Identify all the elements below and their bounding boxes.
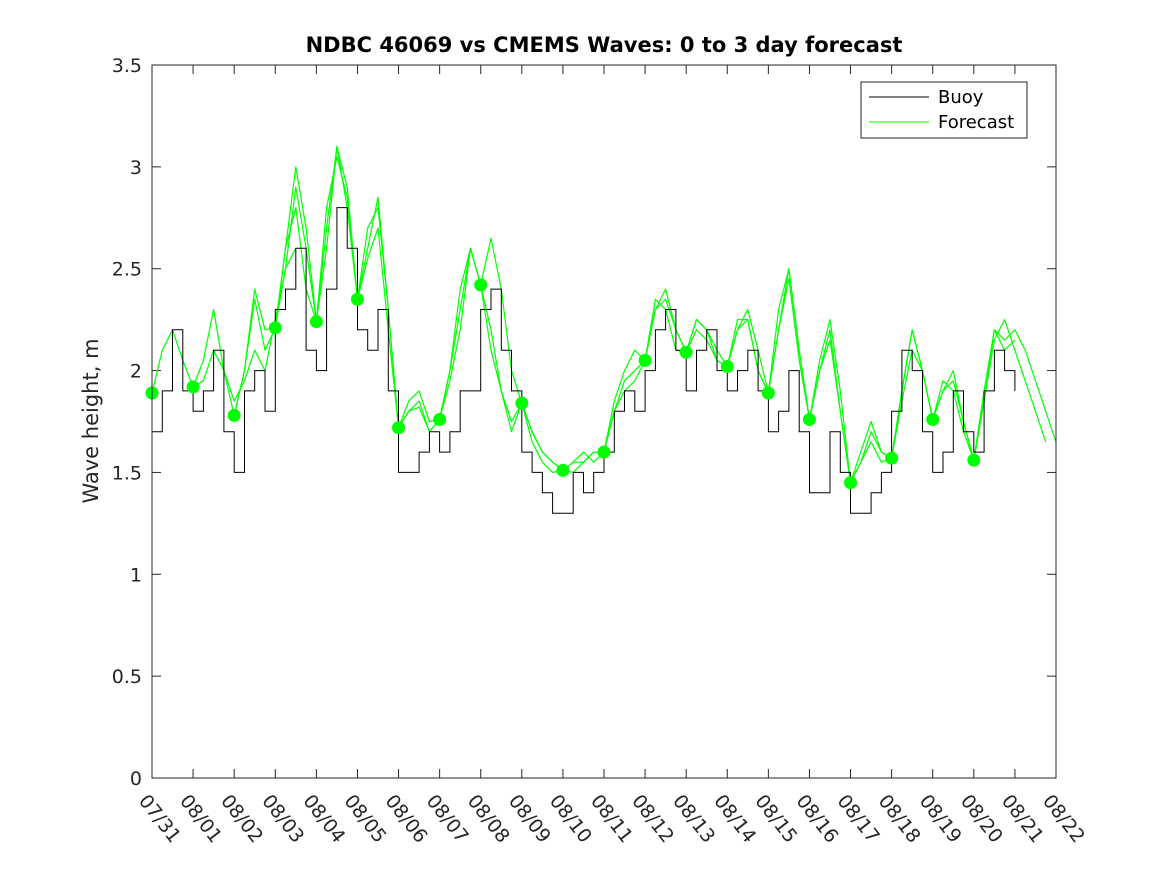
forecast-run-line (192, 207, 317, 416)
forecast-run-line (356, 227, 482, 433)
forecast-analysis-point (186, 380, 200, 394)
y-tick-label: 1 (130, 564, 142, 586)
forecast-analysis-point (926, 412, 940, 426)
forecast-analysis-point (556, 463, 570, 477)
forecast-analysis-point (967, 453, 981, 467)
forecast-run-line (315, 145, 440, 429)
forecast-analysis-point (885, 451, 899, 465)
forecast-analysis-point (268, 321, 282, 335)
forecast-analysis-point (597, 445, 611, 459)
forecast-analysis-point (638, 353, 652, 367)
forecast-analysis-point (761, 386, 775, 400)
forecast-analysis-point (392, 421, 406, 435)
y-tick-label: 2 (130, 361, 142, 383)
legend-buoy-label: Buoy (938, 87, 984, 108)
forecast-analysis-point (679, 345, 693, 359)
y-axis: 0 0.5 1 1.5 2 2.5 3 3.5 (112, 55, 1056, 790)
forecast-analysis-point (474, 278, 488, 292)
y-tick-label: 3 (130, 157, 142, 179)
forecast-analysis-point (802, 412, 816, 426)
forecast-run-line (439, 247, 564, 473)
forecast-analysis-point (433, 412, 447, 426)
y-tick-label: 0.5 (112, 666, 142, 688)
legend-box (860, 81, 1028, 139)
forecast-analysis-point (350, 292, 364, 306)
forecast-analysis-point (844, 476, 858, 490)
forecast-analysis-point (227, 408, 241, 422)
forecast-run-line (767, 268, 892, 484)
forecast-run-line (274, 156, 400, 428)
chart-title: NDBC 46069 vs CMEMS Waves: 0 to 3 day fo… (306, 33, 903, 57)
plot-frame (151, 64, 1057, 779)
y-tick-label: 3.5 (112, 55, 142, 77)
y-tick-label: 0 (130, 768, 142, 790)
y-tick-label: 2.5 (112, 259, 142, 281)
forecast-analysis-point (309, 315, 323, 329)
legend: Buoy Forecast (860, 81, 1028, 139)
forecast-analysis-point (515, 396, 529, 410)
buoy-series (152, 207, 1016, 514)
buoy-line (152, 207, 1016, 514)
legend-forecast-label: Forecast (938, 112, 1014, 133)
forecast-analysis-point (720, 359, 734, 373)
plot-area (152, 65, 1056, 778)
y-axis-label: Wave height, m (79, 338, 103, 503)
plot-background (152, 65, 1056, 778)
forecast-run-line (521, 359, 646, 473)
forecast-analysis-points (145, 278, 981, 490)
y-tick-label: 1.5 (112, 462, 142, 484)
